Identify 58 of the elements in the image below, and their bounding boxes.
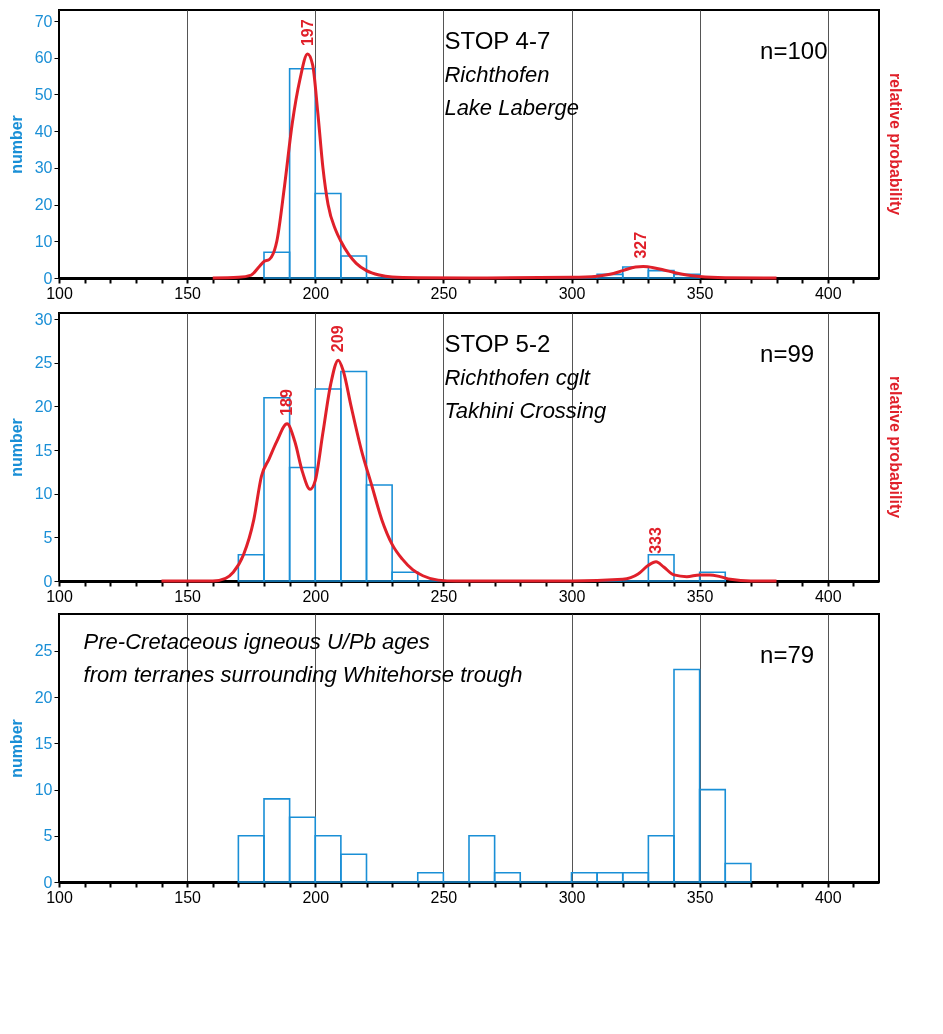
y-tick-label: 5 (43, 528, 53, 546)
x-tick-label: 300 (558, 888, 586, 906)
annotation: 327 (631, 231, 649, 259)
x-tick-label: 300 (558, 587, 586, 605)
annotation: 197 (298, 19, 316, 47)
x-tick-label: 400 (814, 888, 842, 906)
x-tick-label: 150 (174, 587, 202, 605)
y-tick-label: 50 (34, 85, 53, 103)
y-axis-title: number (7, 719, 25, 778)
x-tick-label: 350 (686, 888, 714, 906)
x-tick-label: 350 (686, 587, 714, 605)
y-tick-label: 60 (34, 49, 53, 67)
y-tick-label: 0 (43, 269, 53, 287)
x-tick-label: 250 (430, 587, 458, 605)
y-tick-label: 15 (34, 441, 53, 459)
annotation: n=99 (760, 340, 815, 367)
y-tick-label: 25 (34, 642, 53, 660)
x-tick-label: 150 (174, 888, 202, 906)
x-tick-label: 100 (46, 587, 73, 605)
y-tick-label: 40 (34, 122, 53, 140)
y-tick-label: 15 (34, 734, 53, 752)
x-tick-label: 400 (814, 284, 842, 302)
y-tick-label: 30 (34, 310, 53, 328)
x-tick-label: 350 (686, 284, 714, 302)
x-tick-label: 200 (302, 284, 330, 302)
y-axis-title: number (7, 115, 25, 174)
y-tick-label: 30 (34, 159, 53, 177)
x-tick-label: 300 (558, 284, 586, 302)
y-axis-title: number (7, 418, 25, 477)
y-tick-label: 25 (34, 354, 53, 372)
annotation: 333 (647, 527, 665, 554)
x-tick-label: 250 (430, 888, 458, 906)
text: STOP 5-2 (444, 330, 551, 357)
x-tick-label: 150 (174, 284, 202, 302)
y-tick-label: 20 (34, 196, 53, 214)
annotation: n=100 (760, 37, 828, 64)
y-tick-label: 0 (43, 873, 53, 891)
y-tick-label: 20 (34, 397, 53, 415)
y2-axis-title: relative probability (887, 72, 904, 216)
annotation: 189 (278, 389, 296, 416)
y-tick-label: 0 (43, 572, 53, 590)
annotation: Richthofen (444, 62, 550, 87)
y-tick-label: 10 (34, 781, 53, 799)
x-tick-label: 200 (302, 587, 330, 605)
x-tick-label: 200 (302, 888, 330, 906)
y-tick-label: 5 (43, 827, 53, 845)
annotation: 209 (329, 325, 347, 353)
x-tick-label: 100 (46, 888, 73, 906)
text: STOP 4-7 (444, 27, 551, 54)
annotation: n=79 (760, 641, 815, 668)
x-tick-label: 100 (46, 284, 73, 302)
x-tick-label: 400 (814, 587, 842, 605)
y-tick-label: 10 (34, 485, 53, 503)
y2-axis-title: relative probability (887, 375, 904, 519)
y-tick-label: 70 (34, 12, 53, 30)
x-tick-label: 250 (430, 284, 458, 302)
y-tick-label: 10 (34, 232, 53, 250)
y-tick-label: 20 (34, 688, 53, 706)
